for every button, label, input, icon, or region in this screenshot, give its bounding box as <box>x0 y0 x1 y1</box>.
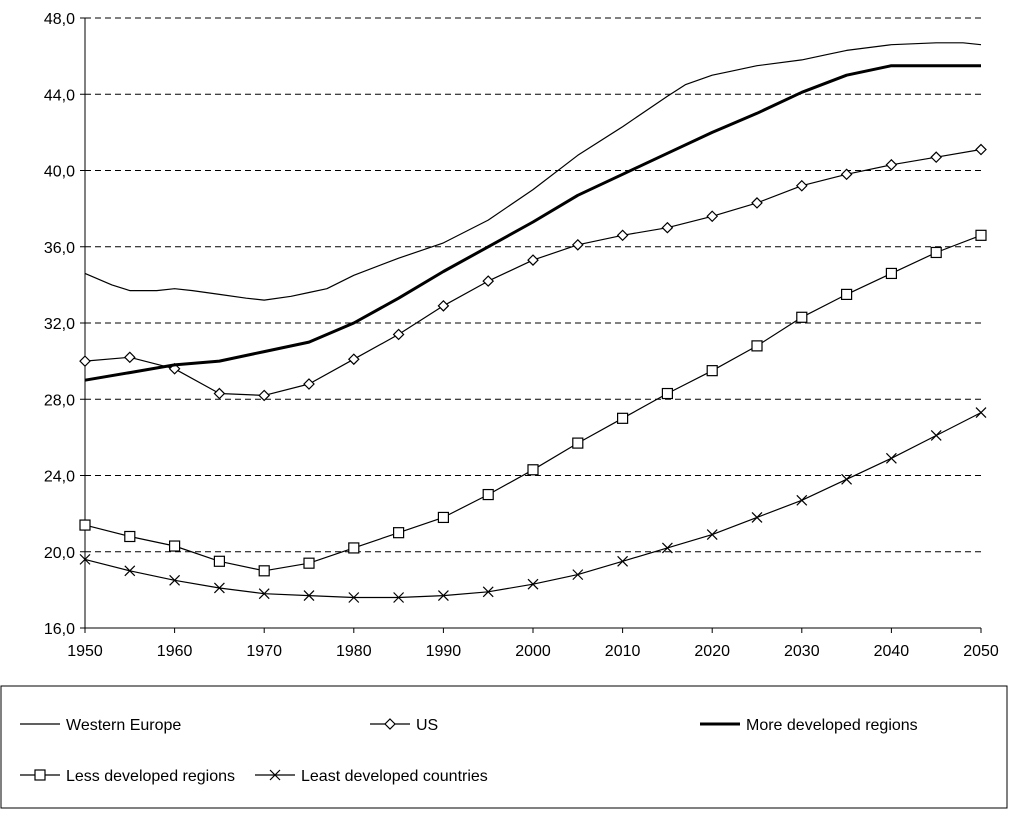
point-least-developed-countries-1990 <box>437 590 449 602</box>
point-us-2040 <box>885 158 898 171</box>
point-least-developed-countries-1975 <box>303 590 315 602</box>
legend-label-more-developed-regions: More developed regions <box>746 717 918 734</box>
point-least-developed-countries-1995 <box>482 586 494 598</box>
point-least-developed-countries-2025 <box>751 512 763 523</box>
point-us-2045 <box>930 151 943 164</box>
point-us-2030 <box>795 179 808 192</box>
legend-box <box>0 685 1008 809</box>
point-us-2010 <box>616 229 629 242</box>
point-least-developed-countries-2005 <box>572 569 584 581</box>
series-line-us <box>84 148 982 396</box>
legend-marker-less-developed-regions <box>34 769 46 781</box>
point-less-developed-regions-2050 <box>975 229 987 241</box>
point-least-developed-countries-2010 <box>617 555 629 567</box>
y-tick-label-5: 36,0 <box>44 240 75 257</box>
y-tick-label-6: 40,0 <box>44 164 75 181</box>
point-less-developed-regions-1950 <box>79 519 91 531</box>
point-us-1990 <box>437 299 450 312</box>
point-least-developed-countries-2050 <box>975 407 987 419</box>
point-us-2035 <box>840 168 853 181</box>
legend-label-us: US <box>416 717 438 734</box>
point-us-1965 <box>213 387 226 400</box>
point-us-2020 <box>706 210 719 223</box>
x-tick-label-4: 1990 <box>426 643 462 660</box>
series-line-western-europe <box>84 42 982 301</box>
x-tick-label-6: 2010 <box>605 643 641 660</box>
point-least-developed-countries-1965 <box>213 582 225 594</box>
legend-label-western-europe: Western Europe <box>66 717 181 734</box>
point-least-developed-countries-1985 <box>393 592 405 603</box>
y-tick-label-1: 20,0 <box>44 545 75 562</box>
y-tick-label-7: 44,0 <box>44 87 75 104</box>
point-us-1980 <box>347 353 360 366</box>
point-us-1975 <box>303 378 315 390</box>
point-least-developed-countries-1960 <box>169 574 181 586</box>
point-less-developed-regions-2020 <box>706 365 718 377</box>
point-less-developed-regions-2000 <box>527 464 539 476</box>
point-us-1950 <box>79 355 91 367</box>
point-us-1955 <box>123 351 136 364</box>
x-tick-label-7: 2020 <box>694 643 730 660</box>
point-least-developed-countries-2040 <box>885 452 897 464</box>
point-least-developed-countries-2000 <box>527 578 539 590</box>
point-less-developed-regions-2025 <box>751 340 763 352</box>
point-us-2025 <box>751 197 763 209</box>
point-us-1985 <box>392 328 405 341</box>
point-least-developed-countries-1955 <box>124 565 136 577</box>
legend-label-least-developed-countries: Least developed countries <box>301 768 488 785</box>
point-least-developed-countries-2020 <box>706 529 718 541</box>
x-tick-label-0: 1950 <box>67 643 103 660</box>
point-less-developed-regions-2040 <box>885 267 898 280</box>
point-less-developed-regions-1970 <box>258 565 270 577</box>
point-less-developed-regions-2045 <box>930 246 942 259</box>
point-less-developed-regions-1960 <box>169 540 181 552</box>
point-us-2000 <box>527 254 539 266</box>
y-tick-label-0: 16,0 <box>44 621 75 638</box>
point-less-developed-regions-2015 <box>661 387 674 400</box>
point-least-developed-countries-1950 <box>79 553 91 565</box>
point-less-developed-regions-2010 <box>616 412 629 424</box>
point-us-2050 <box>975 143 987 156</box>
x-tick-label-9: 2040 <box>874 643 910 660</box>
series-line-less-developed-regions <box>84 234 982 572</box>
series-line-more-developed-regions <box>84 64 981 382</box>
point-less-developed-regions-2005 <box>572 437 584 449</box>
point-us-2015 <box>661 221 674 234</box>
point-us-1970 <box>258 389 271 402</box>
point-less-developed-regions-1955 <box>124 530 136 543</box>
x-tick-label-5: 2000 <box>515 643 551 660</box>
point-us-1995 <box>482 275 495 287</box>
legend-marker-us <box>384 718 396 730</box>
point-least-developed-countries-1980 <box>348 592 360 603</box>
point-least-developed-countries-2045 <box>930 430 942 441</box>
point-less-developed-regions-2035 <box>840 288 853 301</box>
y-tick-label-2: 24,0 <box>44 469 75 486</box>
y-tick-label-4: 32,0 <box>44 316 75 333</box>
point-less-developed-regions-1995 <box>482 488 494 501</box>
y-tick-label-8: 48,0 <box>44 11 75 28</box>
series-line-least-developed-countries <box>84 412 982 599</box>
point-less-developed-regions-1985 <box>393 527 405 539</box>
point-less-developed-regions-1975 <box>303 557 315 569</box>
x-tick-label-8: 2030 <box>784 643 820 660</box>
point-less-developed-regions-1990 <box>437 511 449 524</box>
point-least-developed-countries-2030 <box>796 494 808 506</box>
legend-marker-least-developed-countries <box>269 769 281 781</box>
x-tick-label-1: 1960 <box>157 643 193 660</box>
point-less-developed-regions-2030 <box>796 311 808 323</box>
point-least-developed-countries-2015 <box>661 542 673 554</box>
x-tick-label-2: 1970 <box>246 643 282 660</box>
point-least-developed-countries-2035 <box>841 473 853 485</box>
point-less-developed-regions-1980 <box>348 542 360 554</box>
legend-label-less-developed-regions: Less developed regions <box>66 768 235 785</box>
x-tick-label-10: 2050 <box>963 643 999 660</box>
x-tick-label-3: 1980 <box>336 643 372 660</box>
point-us-2005 <box>571 238 584 251</box>
point-less-developed-regions-1965 <box>213 555 225 567</box>
point-least-developed-countries-1970 <box>258 588 270 600</box>
y-tick-label-3: 28,0 <box>44 392 75 409</box>
